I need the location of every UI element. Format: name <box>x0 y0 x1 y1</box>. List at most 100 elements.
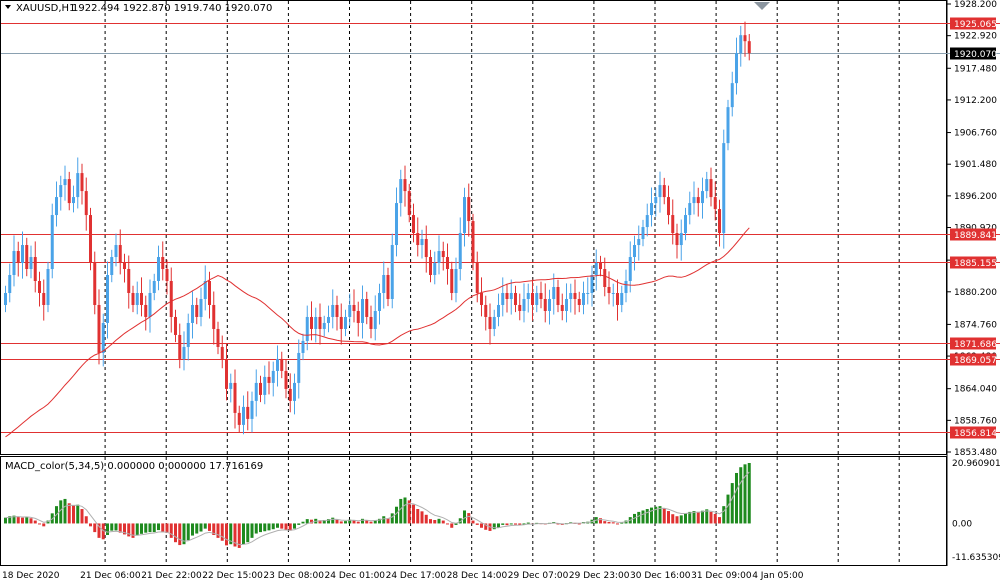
macd-bar <box>127 523 131 537</box>
candle-body <box>628 257 632 282</box>
candle-body <box>548 298 551 311</box>
candle-body <box>250 400 254 419</box>
candle-body <box>93 263 97 305</box>
candle-body <box>650 203 653 216</box>
price-tick-label: 1917.480 <box>954 64 997 74</box>
macd-bar <box>297 523 301 525</box>
dropdown-triangle-icon[interactable] <box>5 5 11 9</box>
candle-body <box>344 316 347 329</box>
candle-body <box>242 406 245 425</box>
macd-bar <box>276 523 279 528</box>
macd-bar <box>492 523 496 530</box>
macd-bar <box>186 523 190 541</box>
candle-body <box>174 316 177 335</box>
candle-body <box>246 406 250 419</box>
candle-body <box>577 298 581 305</box>
candle-body <box>80 173 84 192</box>
candle-body <box>348 304 352 317</box>
candle-body <box>735 53 738 84</box>
macd-bar <box>696 511 700 524</box>
macd-bar <box>709 511 713 524</box>
macd-bar <box>220 523 224 541</box>
macd-bar <box>369 521 373 524</box>
candle-body <box>637 239 641 246</box>
candle-body <box>161 257 165 270</box>
macd-bar <box>514 523 517 525</box>
time-tick-label: 23 Dec 08:00 <box>263 571 324 581</box>
macd-bar <box>501 523 505 525</box>
macd-bar <box>106 523 109 535</box>
candle-body <box>386 275 390 299</box>
macd-bar <box>59 500 63 524</box>
candle-body <box>76 173 80 198</box>
macd-bar <box>254 523 258 534</box>
candle-body <box>259 382 262 395</box>
macd-bar <box>386 518 390 524</box>
macd-bar <box>38 523 41 525</box>
time-tick-label: 18 Dec 2020 <box>2 571 60 581</box>
macd-bar <box>730 483 734 524</box>
candle-body <box>688 203 692 216</box>
candle-body <box>662 185 666 198</box>
macd-bar <box>293 523 296 529</box>
vertical-grid <box>104 1 900 565</box>
macd-bar <box>429 519 432 524</box>
macd-bar <box>271 523 275 530</box>
candle-body <box>12 251 16 276</box>
candle-body <box>535 292 539 305</box>
candle-body <box>33 257 37 282</box>
candle-body <box>747 41 751 54</box>
candle-body <box>165 269 169 282</box>
price-tick-label: 1912.200 <box>954 96 997 106</box>
macd-tick-label: -11.635309 <box>952 553 1000 563</box>
macd-bar <box>739 467 743 524</box>
chart-shift-marker-icon[interactable] <box>754 2 770 10</box>
candle-body <box>203 281 207 299</box>
candle-body <box>573 292 577 299</box>
candle-body <box>475 263 479 293</box>
candle-body <box>220 346 224 359</box>
candle-body <box>467 197 471 222</box>
candle-body <box>169 281 173 317</box>
candle-body <box>369 316 373 329</box>
candle-body <box>67 179 71 204</box>
macd-bar <box>67 503 71 524</box>
candle-body <box>565 298 568 311</box>
candle-body <box>140 292 143 305</box>
macd-bar <box>310 519 313 524</box>
macd-bar <box>263 523 267 532</box>
macd-bar <box>365 520 369 524</box>
time-tick-label: 28 Dec 14:00 <box>447 571 508 581</box>
level-price-tag <box>950 228 996 241</box>
macd-bar <box>747 463 751 524</box>
macd-bar <box>229 523 233 545</box>
macd-bar <box>195 523 199 534</box>
level-price-tag-label: 1856.814 <box>954 429 997 439</box>
macd-bar <box>101 523 105 540</box>
macd-bar <box>497 523 500 528</box>
candle-body <box>399 179 403 204</box>
macd-bar <box>242 523 245 545</box>
level-price-tag <box>950 337 996 350</box>
macd-bar <box>12 515 16 524</box>
macd-bar <box>84 516 88 524</box>
macd-bar <box>339 521 343 524</box>
candle-body <box>144 304 148 317</box>
candle-body <box>441 251 445 258</box>
candle-body <box>390 245 394 299</box>
candle-body <box>590 275 594 293</box>
macd-bar <box>701 510 704 524</box>
macd-bar <box>650 507 653 524</box>
price-tick-label: 1922.920 <box>954 32 997 42</box>
macd-bar <box>403 497 407 524</box>
candle-body <box>50 215 54 270</box>
candle-body <box>135 292 139 305</box>
macd-bar <box>611 522 615 524</box>
candle-body <box>263 376 267 395</box>
candle-body <box>46 269 50 305</box>
candle-body <box>620 292 624 305</box>
candle-body <box>514 292 517 305</box>
macd-bar <box>237 523 241 548</box>
